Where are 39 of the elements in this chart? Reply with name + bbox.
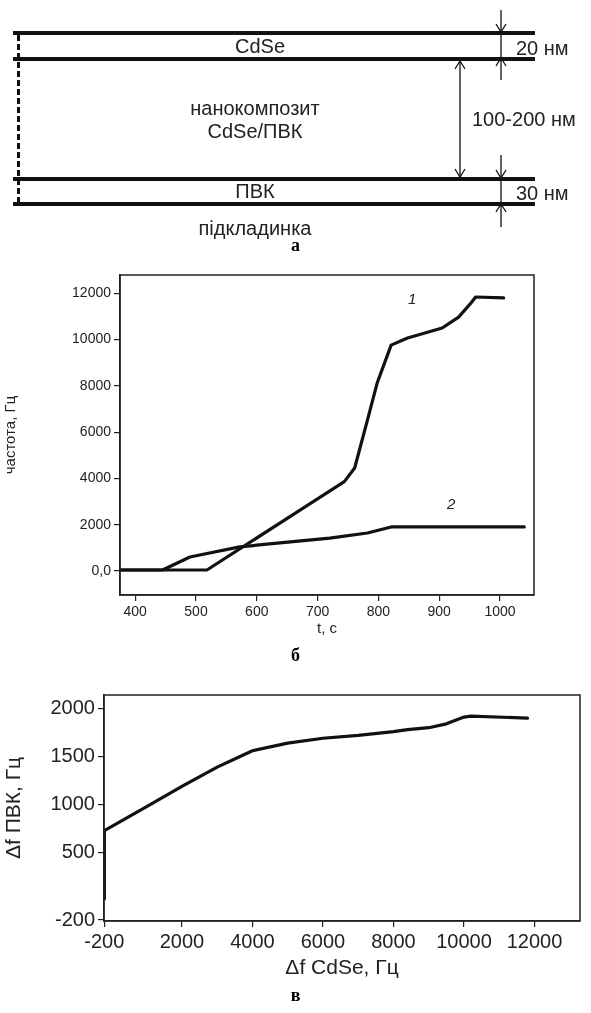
text: б xyxy=(290,645,301,666)
x-tick-label: 10000 xyxy=(436,929,492,952)
y-axis-title: частота, Гц xyxy=(1,395,19,475)
text: 20 нм xyxy=(516,37,569,60)
y-tick-label: 12000 xyxy=(72,284,112,301)
y-tick-label: 1500 xyxy=(50,744,95,767)
text: в xyxy=(289,985,302,1006)
series-label: 2 xyxy=(445,495,456,513)
x-tick-label: 600 xyxy=(245,603,269,620)
y-tick-label: 4000 xyxy=(79,469,112,486)
y-tick-label: 1000 xyxy=(50,792,95,815)
y-tick-label: 8000 xyxy=(79,376,112,393)
text: нанокомпозит CdSe/ПВК xyxy=(189,97,321,143)
x-tick-label: 2000 xyxy=(159,929,205,952)
text: CdSe xyxy=(234,35,286,58)
y-tick-label: 2000 xyxy=(79,515,112,532)
y-tick-label: 10000 xyxy=(72,330,112,347)
y-tick-label: 6000 xyxy=(79,422,112,439)
x-tick-label: 6000 xyxy=(300,929,346,952)
x-tick-label: 900 xyxy=(427,603,452,620)
text: 30 нм xyxy=(516,182,569,205)
y-tick-label: -200 xyxy=(54,907,95,930)
text: ПВК xyxy=(234,180,276,203)
x-tick-label: 12000 xyxy=(506,929,563,952)
x-tick-label: 1000 xyxy=(484,603,516,620)
x-tick-label: 400 xyxy=(123,603,148,620)
x-axis-title: t, с xyxy=(316,619,338,637)
y-tick-label: 0,0 xyxy=(91,561,112,578)
y-tick-label: 2000 xyxy=(50,695,95,718)
x-tick-label: 8000 xyxy=(371,929,416,952)
x-tick-label: 700 xyxy=(305,603,330,620)
y-tick-label: 500 xyxy=(61,840,95,863)
x-tick-label: 500 xyxy=(184,603,208,620)
text: 100-200 нм xyxy=(472,108,576,131)
x-tick-label: 4000 xyxy=(230,929,275,952)
x-axis-title: Δf CdSe, Гц xyxy=(285,955,399,979)
x-tick-label: 800 xyxy=(366,603,391,620)
series-label: 1 xyxy=(408,290,417,308)
y-axis-title: Δf ПВК, Гц xyxy=(1,756,25,860)
